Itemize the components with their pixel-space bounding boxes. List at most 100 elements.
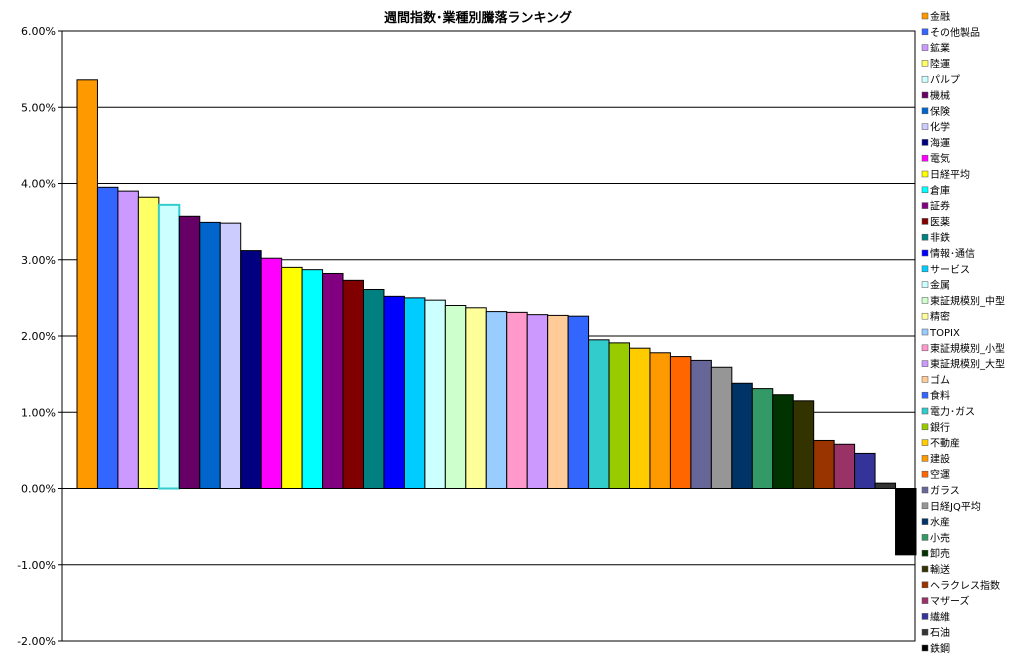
legend-swatch: [921, 139, 929, 146]
legend-swatch: [921, 423, 929, 431]
legend-item: 精密: [921, 310, 950, 323]
legend-label: 情報･通信: [930, 247, 975, 260]
legend-label: サービス: [930, 264, 970, 276]
legend-swatch: [921, 328, 929, 336]
legend-label: 非鉄: [930, 231, 950, 244]
legend-label: ゴム: [930, 373, 950, 386]
legend-swatch: [921, 597, 929, 604]
bar-東証規模別_小型: [506, 311, 528, 489]
legend-item: 日経平均: [921, 168, 970, 181]
legend-label: 証券: [930, 200, 950, 213]
bar-医薬: [342, 279, 364, 489]
legend-item: 水産: [921, 516, 950, 529]
legend-label: 東証規模別_小型: [930, 342, 1005, 355]
legend-label: 海運: [930, 136, 950, 149]
legend-item: 建設: [921, 452, 950, 465]
bar-マザーズ: [833, 443, 856, 489]
legend-item: 海運: [921, 136, 950, 149]
legend-swatch: [921, 376, 929, 383]
legend-item: 金融: [921, 10, 950, 23]
legend-label: 金属: [930, 279, 950, 292]
legend-label: 鉱業: [930, 42, 950, 55]
bar-金属: [424, 299, 446, 489]
bar-小売: [751, 388, 774, 489]
y-tick-label: 5.00%: [21, 101, 56, 114]
bar-建設: [649, 352, 671, 489]
legend-swatch: [921, 455, 929, 462]
legend-label: 水産: [930, 516, 950, 529]
bar-その他製品: [96, 186, 119, 489]
legend-label: パルプ: [930, 74, 960, 86]
legend-label: 東証規模別_中型: [930, 294, 1005, 307]
legend-swatch: [921, 628, 929, 636]
legend-swatch: [921, 202, 929, 209]
legend-item: 医薬: [921, 216, 950, 228]
y-tick-label: 6.00%: [21, 25, 56, 38]
legend-label: ヘラクレス指数: [930, 579, 1000, 592]
legend-swatch: [921, 123, 929, 130]
legend-item: 倉庫: [921, 184, 950, 197]
legend-item: ガラス: [921, 485, 960, 497]
legend-label: 食料: [930, 389, 950, 402]
legend-item: 空運: [921, 468, 950, 481]
legend-item: 証券: [921, 200, 950, 213]
legend-swatch: [921, 312, 929, 320]
legend-label: その他製品: [930, 26, 980, 39]
legend-item: 情報･通信: [921, 247, 975, 260]
legend-item: ゴム: [921, 373, 950, 386]
legend-label: 倉庫: [930, 184, 950, 197]
legend-swatch: [921, 407, 929, 415]
legend-item: マザーズ: [921, 595, 970, 608]
legend-label: 空運: [930, 468, 950, 481]
legend-swatch: [921, 170, 929, 178]
legend-label: 石油: [930, 626, 950, 639]
bar-繊維: [854, 452, 876, 489]
chart-title: 週間指数･業種別騰落ランキング: [384, 10, 572, 26]
legend-item: 東証規模別_小型: [921, 342, 1005, 355]
legend-swatch: [921, 186, 929, 194]
legend-swatch: [921, 154, 929, 162]
legend-label: ガラス: [930, 485, 960, 497]
bar-証券: [322, 272, 344, 489]
legend-swatch: [921, 470, 929, 478]
legend-label: 日経平均: [930, 168, 970, 181]
legend-item: 化学: [921, 121, 950, 134]
legend-label: 銀行: [930, 421, 950, 434]
legend-item: 電力･ガス: [921, 405, 975, 418]
bar-水産: [731, 382, 753, 489]
legend-label: 不動産: [930, 437, 960, 450]
legend-swatch: [921, 644, 929, 652]
bar-東証規模別_中型: [444, 305, 467, 489]
bar-ゴム: [547, 314, 569, 489]
legend-item: 繊維: [921, 610, 950, 623]
legend-swatch: [921, 502, 929, 510]
bar-日経JQ平均: [710, 366, 733, 490]
legend-swatch: [921, 44, 929, 51]
legend-item: TOPIX: [921, 328, 960, 339]
legend-label: 小売: [930, 531, 950, 544]
legend-item: 鉱業: [921, 42, 950, 55]
legend-item: 小売: [921, 531, 950, 544]
legend-swatch: [921, 486, 929, 494]
legend-item: 非鉄: [921, 231, 950, 244]
bar-輸送: [792, 400, 815, 489]
legend-item: 食料: [921, 389, 950, 402]
legend-item: 卸売: [921, 547, 950, 560]
bar-ヘラクレス指数: [813, 439, 835, 489]
legend-label: 化学: [930, 121, 950, 134]
legend-item: 陸運: [921, 57, 950, 70]
bar-サービス: [403, 297, 426, 489]
legend-label: 金融: [930, 10, 950, 23]
legend-item: 鉄鋼: [921, 642, 950, 655]
legend-swatch: [921, 249, 929, 257]
legend-label: 医薬: [930, 216, 950, 228]
legend-item: 保険: [921, 105, 950, 118]
legend-swatch: [921, 613, 929, 620]
y-tick-label: 3.00%: [21, 254, 56, 267]
bar-電気: [260, 257, 283, 489]
bar-海運: [240, 250, 262, 489]
legend-item: その他製品: [921, 26, 980, 39]
legend-item: パルプ: [921, 74, 960, 86]
bar-情報･通信: [383, 295, 405, 489]
legend-item: 東証規模別_中型: [921, 294, 1005, 307]
